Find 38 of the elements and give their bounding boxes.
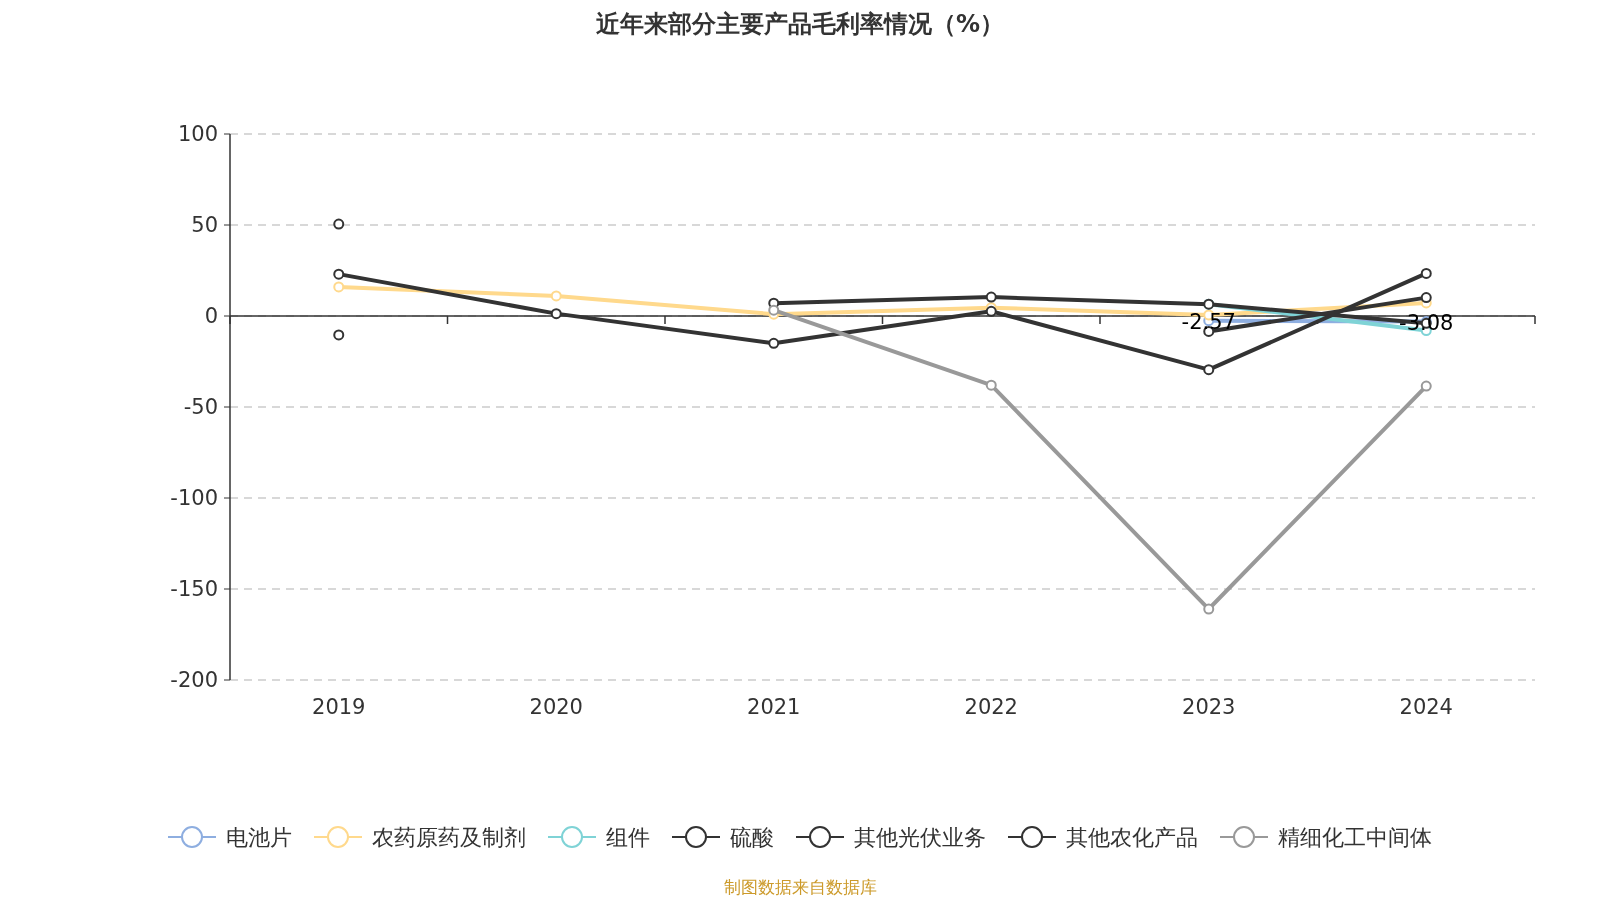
y-tick-label: -50 bbox=[183, 395, 218, 419]
point bbox=[333, 281, 345, 293]
point bbox=[333, 218, 345, 230]
point bbox=[550, 308, 562, 320]
legend-label: 硫酸 bbox=[730, 825, 774, 850]
point bbox=[1420, 292, 1432, 304]
point bbox=[1203, 364, 1215, 376]
y-tick-label: -100 bbox=[170, 486, 218, 510]
legend-label: 精细化工中间体 bbox=[1278, 825, 1432, 850]
chart-title: 近年来部分主要产品毛利率情况（%） bbox=[595, 10, 1005, 38]
x-tick-label: 2019 bbox=[312, 695, 366, 719]
x-tick-label: 2020 bbox=[529, 695, 583, 719]
y-tick-label: 100 bbox=[177, 122, 218, 146]
data-label: -2.57 bbox=[1181, 309, 1236, 334]
text: 制图数据来自数据库 bbox=[723, 877, 877, 897]
point bbox=[550, 290, 562, 302]
legend-label: 组件 bbox=[606, 825, 650, 850]
point bbox=[1203, 603, 1215, 615]
legend-label: 电池片 bbox=[226, 825, 292, 850]
y-tick-label: -150 bbox=[170, 577, 218, 601]
legend-label: 其他农化产品 bbox=[1066, 825, 1198, 850]
y-tick-label: -200 bbox=[170, 668, 218, 692]
point bbox=[768, 337, 780, 349]
legend-label: 农药原药及制剂 bbox=[372, 825, 526, 850]
y-tick-label: 0 bbox=[204, 304, 218, 328]
point bbox=[333, 268, 345, 280]
y-tick-label: 50 bbox=[191, 213, 218, 237]
x-tick-label: 2024 bbox=[1399, 695, 1453, 719]
point bbox=[768, 304, 780, 316]
x-tick-label: 2022 bbox=[964, 695, 1018, 719]
point bbox=[333, 329, 345, 341]
point bbox=[1420, 380, 1432, 392]
point bbox=[985, 291, 997, 303]
point bbox=[985, 379, 997, 391]
x-tick-label: 2023 bbox=[1182, 695, 1236, 719]
point bbox=[1420, 267, 1432, 279]
legend-label: 其他光伏业务 bbox=[854, 825, 986, 850]
x-tick-label: 2021 bbox=[747, 695, 801, 719]
